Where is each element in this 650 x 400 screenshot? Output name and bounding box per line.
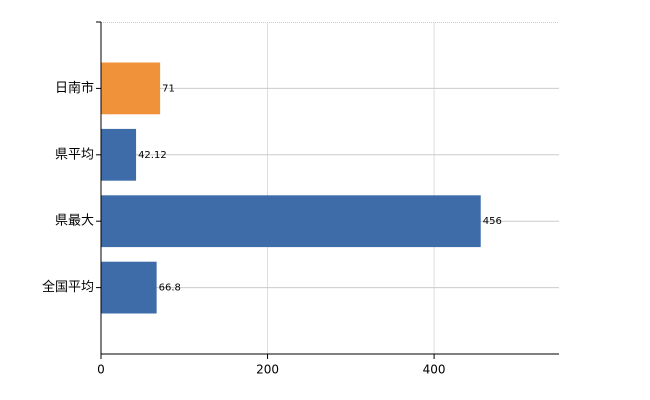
value-label: 66.8: [159, 283, 181, 294]
value-label: 71: [162, 83, 175, 94]
y-tick-label: 日南市: [55, 80, 94, 96]
value-label: 456: [483, 216, 502, 227]
value-label: 42.12: [138, 150, 167, 161]
x-tick-label: 200: [256, 363, 279, 377]
bar: [101, 261, 157, 314]
y-tick-label: 県最大: [55, 214, 94, 229]
bar: [101, 128, 137, 181]
x-tick-label: 0: [97, 363, 105, 377]
bar: [101, 195, 481, 248]
x-tick-label: 400: [423, 363, 446, 377]
bar: [101, 62, 161, 115]
y-tick-label: 全国平均: [42, 279, 94, 295]
y-tick-label: 県平均: [55, 147, 94, 162]
